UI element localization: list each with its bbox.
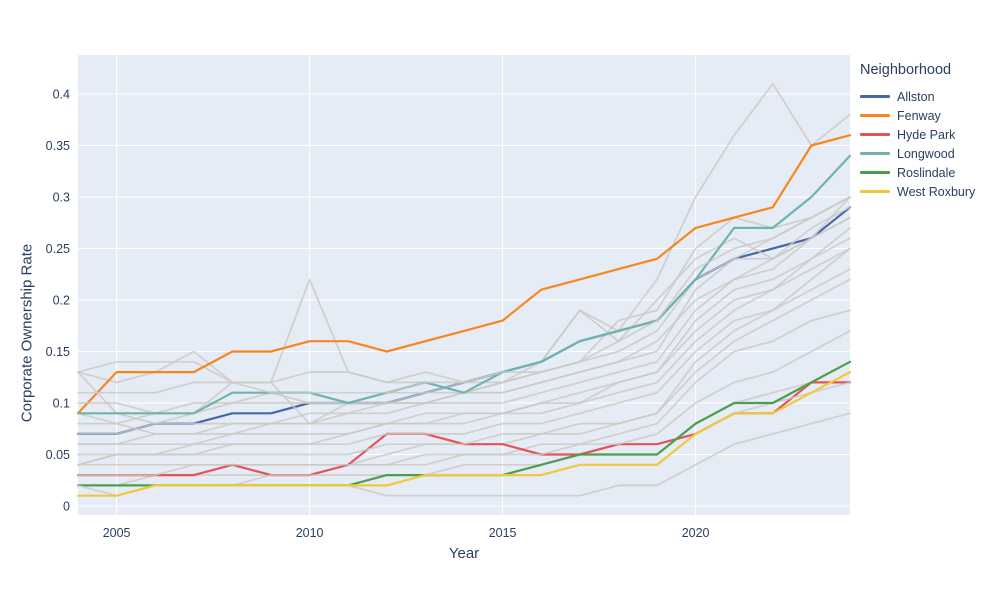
series-line-fenway[interactable] (76, 134, 852, 415)
y-tick-label: 0.25 (46, 242, 70, 256)
y-tick-label: 0.4 (53, 87, 70, 101)
legend-item-west-roxbury[interactable]: West Roxbury (860, 182, 975, 201)
legend-item-allston[interactable]: Allston (860, 87, 975, 106)
series-line-other[interactable] (77, 227, 851, 446)
y-tick-label: 0.15 (46, 345, 70, 359)
x-tick-label: 2020 (682, 526, 710, 540)
legend-swatch-allston (860, 95, 890, 98)
series-line-other[interactable] (77, 330, 851, 476)
legend-label: West Roxbury (897, 184, 976, 199)
y-tick-label: 0.35 (46, 139, 70, 153)
y-tick-label: 0.3 (53, 190, 70, 204)
legend-item-longwood[interactable]: Longwood (860, 144, 975, 163)
series-line-other[interactable] (77, 237, 851, 466)
legend-item-hyde-park[interactable]: Hyde Park (860, 125, 975, 144)
x-tick-label: 2010 (296, 526, 324, 540)
legend-item-fenway[interactable]: Fenway (860, 106, 975, 125)
legend: Neighborhood Allston Fenway Hyde Park Longw… (860, 62, 975, 201)
y-tick-label: 0.05 (46, 448, 70, 462)
legend-swatch-west-roxbury (860, 190, 890, 193)
series-line-west-roxbury[interactable] (76, 371, 852, 497)
y-tick-label: 0.1 (53, 396, 70, 410)
y-axis-title: Corporate Ownership Rate (18, 243, 36, 423)
series-line-other[interactable] (77, 247, 851, 456)
series-line-longwood[interactable] (76, 154, 852, 415)
legend-label: Roslindale (897, 165, 956, 180)
legend-label: Longwood (897, 146, 955, 161)
legend-label: Fenway (897, 108, 941, 123)
legend-swatch-fenway (860, 114, 890, 117)
x-tick-label: 2015 (489, 526, 517, 540)
plot-area[interactable] (78, 55, 850, 515)
series-line-other[interactable] (77, 206, 851, 435)
y-tick-label: 0.2 (53, 293, 70, 307)
series-line-other[interactable] (77, 196, 851, 394)
y-tick-label: 0 (63, 499, 70, 513)
x-axis-title: Year (448, 545, 480, 562)
legend-label: Allston (897, 89, 935, 104)
legend-label: Hyde Park (897, 127, 956, 142)
legend-swatch-longwood (860, 152, 890, 155)
legend-title: Neighborhood (860, 62, 952, 78)
series-line-other[interactable] (77, 268, 851, 466)
legend-item-roslindale[interactable]: Roslindale (860, 163, 975, 182)
legend-swatch-hyde-park (860, 133, 890, 136)
legend-swatch-roslindale (860, 171, 890, 174)
x-tick-label: 2005 (103, 526, 131, 540)
